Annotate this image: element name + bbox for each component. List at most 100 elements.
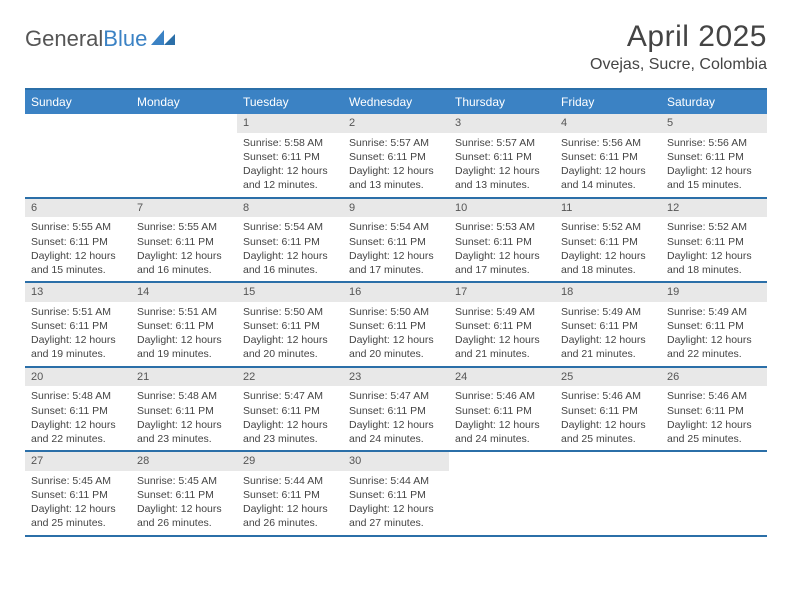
day-cell — [25, 114, 131, 197]
day-body: Sunrise: 5:52 AMSunset: 6:11 PMDaylight:… — [661, 217, 767, 281]
day-body: Sunrise: 5:51 AMSunset: 6:11 PMDaylight:… — [131, 302, 237, 366]
day-body: Sunrise: 5:46 AMSunset: 6:11 PMDaylight:… — [661, 386, 767, 450]
day-cell: 7Sunrise: 5:55 AMSunset: 6:11 PMDaylight… — [131, 199, 237, 282]
day-number: 10 — [449, 199, 555, 218]
day-number: 18 — [555, 283, 661, 302]
day-header-row: SundayMondayTuesdayWednesdayThursdayFrid… — [25, 90, 767, 114]
day-cell: 26Sunrise: 5:46 AMSunset: 6:11 PMDayligh… — [661, 368, 767, 451]
day-number: 19 — [661, 283, 767, 302]
day-cell — [131, 114, 237, 197]
day-body: Sunrise: 5:47 AMSunset: 6:11 PMDaylight:… — [237, 386, 343, 450]
day-number: 7 — [131, 199, 237, 218]
day-number: 17 — [449, 283, 555, 302]
day-number: 12 — [661, 199, 767, 218]
day-cell: 2Sunrise: 5:57 AMSunset: 6:11 PMDaylight… — [343, 114, 449, 197]
day-number: 5 — [661, 114, 767, 133]
day-number: 22 — [237, 368, 343, 387]
day-number: 1 — [237, 114, 343, 133]
day-cell: 10Sunrise: 5:53 AMSunset: 6:11 PMDayligh… — [449, 199, 555, 282]
day-header: Tuesday — [237, 90, 343, 114]
day-body: Sunrise: 5:50 AMSunset: 6:11 PMDaylight:… — [343, 302, 449, 366]
day-header: Saturday — [661, 90, 767, 114]
day-cell: 25Sunrise: 5:46 AMSunset: 6:11 PMDayligh… — [555, 368, 661, 451]
day-body: Sunrise: 5:47 AMSunset: 6:11 PMDaylight:… — [343, 386, 449, 450]
day-cell: 5Sunrise: 5:56 AMSunset: 6:11 PMDaylight… — [661, 114, 767, 197]
day-cell: 14Sunrise: 5:51 AMSunset: 6:11 PMDayligh… — [131, 283, 237, 366]
day-cell: 9Sunrise: 5:54 AMSunset: 6:11 PMDaylight… — [343, 199, 449, 282]
calendar: SundayMondayTuesdayWednesdayThursdayFrid… — [25, 88, 767, 537]
day-number: 26 — [661, 368, 767, 387]
day-cell: 27Sunrise: 5:45 AMSunset: 6:11 PMDayligh… — [25, 452, 131, 535]
day-number: 2 — [343, 114, 449, 133]
day-number: 24 — [449, 368, 555, 387]
day-body: Sunrise: 5:54 AMSunset: 6:11 PMDaylight:… — [237, 217, 343, 281]
day-number — [449, 452, 555, 456]
day-cell: 8Sunrise: 5:54 AMSunset: 6:11 PMDaylight… — [237, 199, 343, 282]
week-row: 13Sunrise: 5:51 AMSunset: 6:11 PMDayligh… — [25, 283, 767, 368]
day-body: Sunrise: 5:46 AMSunset: 6:11 PMDaylight:… — [555, 386, 661, 450]
day-cell: 17Sunrise: 5:49 AMSunset: 6:11 PMDayligh… — [449, 283, 555, 366]
day-number: 30 — [343, 452, 449, 471]
day-cell — [555, 452, 661, 535]
day-header: Sunday — [25, 90, 131, 114]
brand-logo: GeneralBlue — [25, 26, 177, 52]
day-body: Sunrise: 5:51 AMSunset: 6:11 PMDaylight:… — [25, 302, 131, 366]
day-cell: 24Sunrise: 5:46 AMSunset: 6:11 PMDayligh… — [449, 368, 555, 451]
logo-icon — [151, 28, 177, 51]
day-body: Sunrise: 5:45 AMSunset: 6:11 PMDaylight:… — [25, 471, 131, 535]
day-body: Sunrise: 5:48 AMSunset: 6:11 PMDaylight:… — [25, 386, 131, 450]
day-number: 15 — [237, 283, 343, 302]
day-body: Sunrise: 5:49 AMSunset: 6:11 PMDaylight:… — [449, 302, 555, 366]
day-body: Sunrise: 5:56 AMSunset: 6:11 PMDaylight:… — [661, 133, 767, 197]
day-cell: 22Sunrise: 5:47 AMSunset: 6:11 PMDayligh… — [237, 368, 343, 451]
day-cell: 28Sunrise: 5:45 AMSunset: 6:11 PMDayligh… — [131, 452, 237, 535]
day-cell: 1Sunrise: 5:58 AMSunset: 6:11 PMDaylight… — [237, 114, 343, 197]
day-number — [25, 114, 131, 118]
day-body: Sunrise: 5:54 AMSunset: 6:11 PMDaylight:… — [343, 217, 449, 281]
day-number: 27 — [25, 452, 131, 471]
day-cell — [661, 452, 767, 535]
day-number: 28 — [131, 452, 237, 471]
day-body: Sunrise: 5:57 AMSunset: 6:11 PMDaylight:… — [449, 133, 555, 197]
day-body: Sunrise: 5:57 AMSunset: 6:11 PMDaylight:… — [343, 133, 449, 197]
day-number: 20 — [25, 368, 131, 387]
day-body: Sunrise: 5:48 AMSunset: 6:11 PMDaylight:… — [131, 386, 237, 450]
month-title: April 2025 — [590, 20, 767, 54]
day-number: 29 — [237, 452, 343, 471]
week-row: 27Sunrise: 5:45 AMSunset: 6:11 PMDayligh… — [25, 452, 767, 537]
week-row: 1Sunrise: 5:58 AMSunset: 6:11 PMDaylight… — [25, 114, 767, 199]
day-cell: 29Sunrise: 5:44 AMSunset: 6:11 PMDayligh… — [237, 452, 343, 535]
day-cell: 6Sunrise: 5:55 AMSunset: 6:11 PMDaylight… — [25, 199, 131, 282]
day-cell: 20Sunrise: 5:48 AMSunset: 6:11 PMDayligh… — [25, 368, 131, 451]
day-number: 16 — [343, 283, 449, 302]
day-body: Sunrise: 5:49 AMSunset: 6:11 PMDaylight:… — [555, 302, 661, 366]
day-body: Sunrise: 5:56 AMSunset: 6:11 PMDaylight:… — [555, 133, 661, 197]
day-number: 9 — [343, 199, 449, 218]
day-cell: 19Sunrise: 5:49 AMSunset: 6:11 PMDayligh… — [661, 283, 767, 366]
day-header: Wednesday — [343, 90, 449, 114]
day-body: Sunrise: 5:44 AMSunset: 6:11 PMDaylight:… — [343, 471, 449, 535]
day-number: 11 — [555, 199, 661, 218]
day-body: Sunrise: 5:50 AMSunset: 6:11 PMDaylight:… — [237, 302, 343, 366]
day-body: Sunrise: 5:44 AMSunset: 6:11 PMDaylight:… — [237, 471, 343, 535]
day-number: 8 — [237, 199, 343, 218]
day-cell: 4Sunrise: 5:56 AMSunset: 6:11 PMDaylight… — [555, 114, 661, 197]
day-header: Thursday — [449, 90, 555, 114]
day-cell: 16Sunrise: 5:50 AMSunset: 6:11 PMDayligh… — [343, 283, 449, 366]
day-body: Sunrise: 5:55 AMSunset: 6:11 PMDaylight:… — [25, 217, 131, 281]
day-number — [131, 114, 237, 118]
day-body: Sunrise: 5:55 AMSunset: 6:11 PMDaylight:… — [131, 217, 237, 281]
logo-text: GeneralBlue — [25, 26, 147, 52]
day-header: Friday — [555, 90, 661, 114]
day-number: 21 — [131, 368, 237, 387]
week-row: 20Sunrise: 5:48 AMSunset: 6:11 PMDayligh… — [25, 368, 767, 453]
day-number: 13 — [25, 283, 131, 302]
day-number: 14 — [131, 283, 237, 302]
day-cell: 30Sunrise: 5:44 AMSunset: 6:11 PMDayligh… — [343, 452, 449, 535]
day-body: Sunrise: 5:58 AMSunset: 6:11 PMDaylight:… — [237, 133, 343, 197]
day-number — [555, 452, 661, 456]
day-body: Sunrise: 5:45 AMSunset: 6:11 PMDaylight:… — [131, 471, 237, 535]
day-cell: 18Sunrise: 5:49 AMSunset: 6:11 PMDayligh… — [555, 283, 661, 366]
day-cell: 23Sunrise: 5:47 AMSunset: 6:11 PMDayligh… — [343, 368, 449, 451]
day-cell: 15Sunrise: 5:50 AMSunset: 6:11 PMDayligh… — [237, 283, 343, 366]
